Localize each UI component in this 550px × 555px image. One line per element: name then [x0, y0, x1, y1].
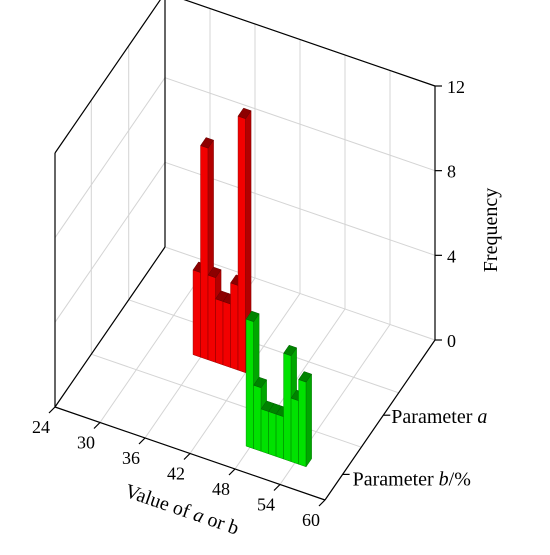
grid-line [164, 77, 436, 172]
bar-face [268, 411, 277, 457]
bar-top [207, 266, 222, 278]
bar-face [230, 282, 239, 371]
grid-line [99, 262, 211, 423]
bar-face [290, 397, 299, 465]
bar-top [237, 107, 252, 119]
x-tick-mark [318, 499, 326, 507]
x-tick-label: 54 [257, 495, 275, 515]
bar-face [283, 352, 292, 462]
x-tick-mark [138, 437, 146, 445]
bar-top [200, 137, 214, 149]
bar-face [200, 145, 209, 361]
bar-top [253, 376, 267, 389]
axis-edge [183, 0, 436, 87]
axis-edge [54, 0, 161, 154]
x-tick-label: 30 [77, 433, 95, 453]
x-tick-mark [93, 422, 101, 429]
bar-face [222, 301, 231, 368]
z-tick-label: 8 [447, 162, 456, 182]
x-tick-label: 60 [302, 510, 320, 530]
grid-line [54, 162, 166, 323]
bar-top [298, 371, 312, 383]
bar-face [253, 384, 262, 452]
grid-line [54, 77, 166, 238]
bar [237, 107, 252, 374]
bar-top [245, 310, 260, 322]
bars [192, 107, 312, 468]
axis-frame [48, 0, 442, 507]
y-tick-label: Parameter a [391, 406, 487, 428]
bar-face [245, 318, 254, 450]
bar-face [260, 408, 269, 455]
grid-line [91, 353, 362, 448]
z-tick-label: 4 [447, 246, 456, 266]
axis-edge [324, 339, 436, 501]
x-tick-mark [228, 468, 236, 476]
x-tick-mark [273, 484, 281, 491]
bar [298, 371, 312, 468]
z-tick-label: 12 [447, 77, 465, 97]
bar-face [215, 298, 224, 366]
x-tick-label: 42 [167, 464, 185, 484]
z-tick-label: 0 [447, 331, 456, 351]
bar-face [207, 274, 216, 363]
axis-edge [54, 246, 166, 408]
bar-face [298, 379, 307, 468]
grid-line [128, 299, 399, 394]
bar-face [237, 115, 246, 374]
bar-face [275, 413, 284, 460]
x-tick-label: 48 [212, 479, 230, 499]
bar-top [283, 344, 297, 357]
bar-face [192, 269, 201, 358]
z-axis-title: Frequency [480, 188, 502, 272]
grid-line [189, 293, 301, 454]
y-tick-label: Parameter b/% [353, 468, 471, 490]
x-tick-mark [183, 453, 191, 460]
bar-side [305, 373, 312, 468]
x-tick-mark [48, 406, 56, 414]
x-tick-label: 36 [122, 448, 140, 468]
x-tick-label: 24 [32, 417, 50, 437]
